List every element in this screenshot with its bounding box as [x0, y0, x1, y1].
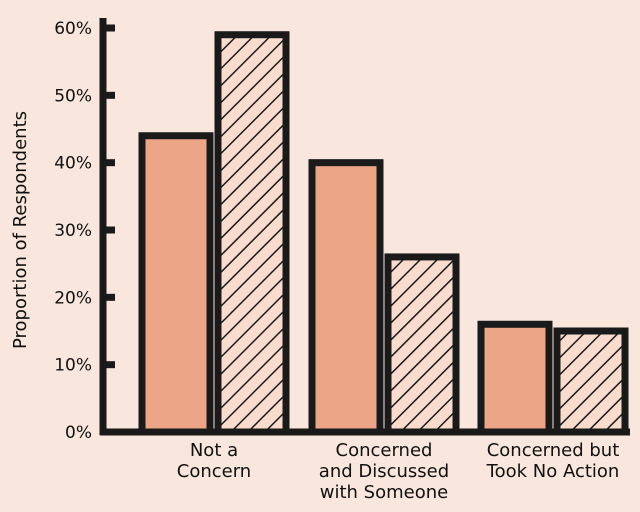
category-label-line: Concerned [336, 440, 433, 461]
category-label: Concerned but Took No Action [486, 440, 620, 482]
category-label-line: Concern [177, 461, 251, 482]
y-tick-label: 50% [54, 86, 92, 106]
category-label-line: Concerned but [487, 440, 620, 461]
bars [138, 31, 629, 436]
bar-hatched-2 [553, 327, 629, 436]
y-tick-label: 30% [54, 221, 92, 241]
bar-hatched-0 [214, 31, 290, 436]
y-tick-label: 10% [54, 356, 92, 376]
y-tick-label: 0% [65, 423, 92, 443]
category-label-line: with Someone [320, 482, 448, 503]
axes [99, 18, 630, 436]
category-label-line: and Discussed [319, 461, 449, 482]
y-tick-label: 20% [54, 288, 92, 308]
bar-solid-0 [138, 132, 214, 436]
category-label: Concerned and Discussed with Someone [319, 440, 449, 503]
y-tick-label: 60% [54, 19, 92, 39]
bar-solid-1 [308, 159, 384, 436]
category-label-line: Took No Action [486, 461, 620, 482]
category-label: Not a Concern [177, 440, 251, 482]
category-label-line: Not a [190, 440, 238, 461]
bar-solid-2 [477, 320, 553, 436]
y-tick-label: 40% [54, 154, 92, 174]
category-labels: Not a Concern Concerned and Discussed with S… [177, 440, 620, 503]
y-axis-title: Proportion of Respondents [10, 111, 31, 349]
bar-hatched-1 [384, 253, 460, 436]
